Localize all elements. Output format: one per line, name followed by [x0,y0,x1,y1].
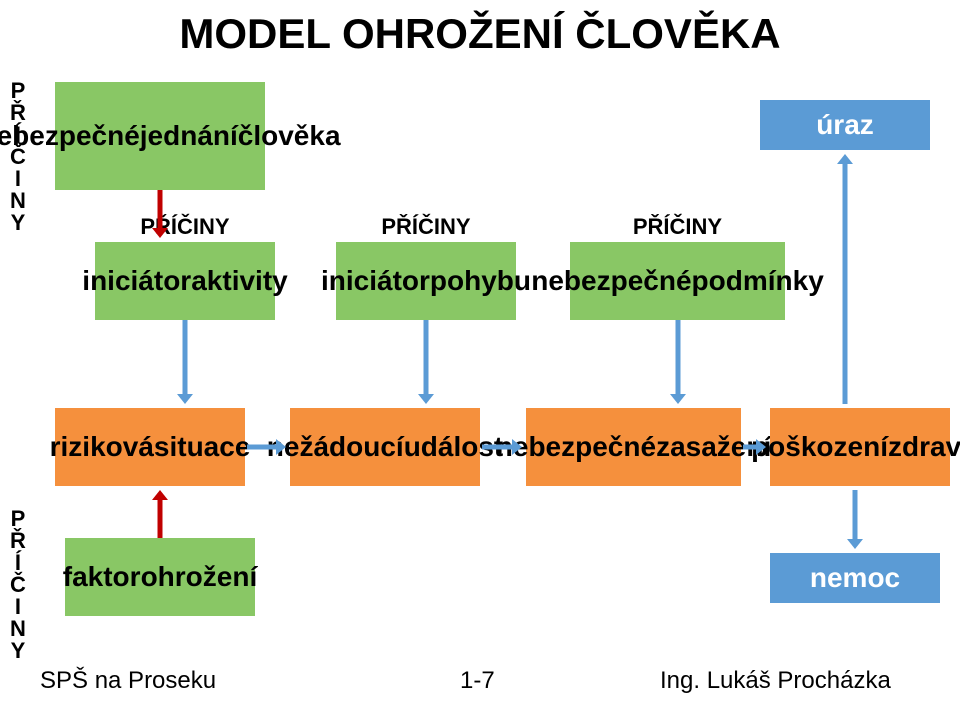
caption-priciny-podminky: PŘÍČINY [570,214,785,240]
footer-center: 1-7 [460,667,495,695]
caption-priciny-pohybu: PŘÍČINY [336,214,516,240]
box-iniciator-aktivity: iniciátoraktivity [95,242,275,320]
footer-left: SPŠ na Proseku [40,667,216,695]
box-nebezpecne-podminky: nebezpečnépodmínky [570,242,785,320]
footer-right: Ing. Lukáš Procházka [660,667,891,695]
box-nebezpecne-zasazeni: nebezpečnézasažení [526,408,741,486]
vertical-label-priciny-bottom: PŘÍČINY [10,508,26,662]
box-nebezpecne-jednani: nebezpečnéjednáníčlověka [55,82,265,190]
box-faktor-ohrozeni: faktorohrožení [65,538,255,616]
box-uraz: úraz [760,100,930,150]
box-nemoc: nemoc [770,553,940,603]
caption-priciny-aktivity: PŘÍČINY [95,214,275,240]
page-title: MODEL OHROŽENÍ ČLOVĚKA [0,10,960,58]
box-rizikova-situace: rizikovásituace [55,408,245,486]
box-iniciator-pohybu: iniciátorpohybu [336,242,516,320]
vertical-label-priciny-top: PŘÍČINY [10,80,26,234]
box-nezadouci-udalost: nežádoucíudálost [290,408,480,486]
box-poskozeni-zdravi: poškozenízdraví [770,408,950,486]
